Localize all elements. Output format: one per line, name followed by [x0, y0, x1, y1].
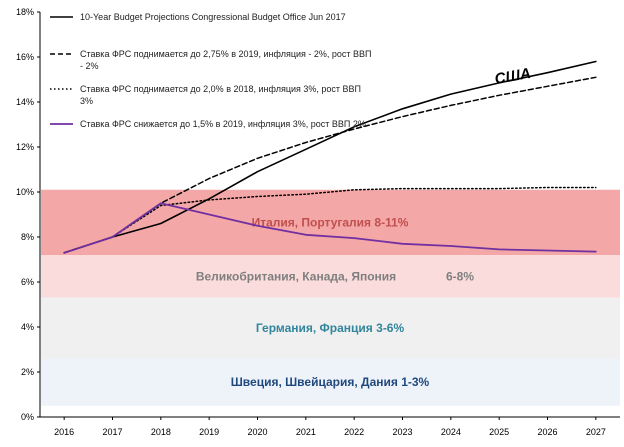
x-tick-label: 2019: [199, 427, 219, 437]
legend-label-1: Ставка ФРС поднимается до 2,75% в 2019, …: [80, 49, 372, 71]
y-tick-label: 14%: [16, 97, 34, 107]
y-tick-label: 12%: [16, 142, 34, 152]
band-label-1: Великобритания, Канада, Япония: [196, 269, 396, 283]
y-tick-label: 10%: [16, 187, 34, 197]
band-2: [41, 297, 620, 359]
x-tick-label: 2017: [102, 427, 122, 437]
x-tick-label: 2023: [392, 427, 412, 437]
y-tick-label: 6%: [21, 277, 34, 287]
series-line-3: [63, 202, 597, 254]
band-3: [41, 358, 620, 406]
x-tick-label: 2021: [296, 427, 316, 437]
x-tick-label: 2022: [344, 427, 364, 437]
series-line-0: [63, 60, 597, 254]
x-tick-label: 2027: [586, 427, 606, 437]
x-tick-label: 2026: [537, 427, 557, 437]
legend-label-2: Ставка ФРС поднимается до 2,0% в 2018, и…: [80, 84, 361, 106]
annotation-usa: США: [493, 65, 532, 88]
series-lines: [63, 60, 597, 254]
x-tick-label: 2024: [441, 427, 461, 437]
axes: 0% 2% 4% 6% 8% 10% 12% 14% 16% 18% 2016 2017 2018 201…: [16, 7, 620, 437]
x-tick-label: 2020: [247, 427, 267, 437]
band-label-0: Италия, Португалия 8-11%: [252, 215, 409, 229]
y-tick-label: 4%: [21, 322, 34, 332]
country-bands: [41, 189, 620, 406]
y-tick-label: 16%: [16, 52, 34, 62]
country-band-labels: Италия, Португалия 8-11% Великобритания, …: [196, 215, 475, 389]
band-1: [41, 255, 620, 298]
x-tick-label: 2016: [54, 427, 74, 437]
band-label-3: Швеция, Швейцария, Дания 1-3%: [231, 375, 430, 389]
y-tick-label: 0%: [21, 412, 34, 422]
legend-label-3: Ставка ФРС снижается до 1,5% в 2019, инф…: [80, 119, 366, 129]
y-tick-label: 18%: [16, 7, 34, 17]
x-tick-label: 2025: [489, 427, 509, 437]
series-line-2: [63, 186, 597, 254]
y-tick-label: 2%: [21, 367, 34, 377]
legend-label-0: 10-Year Budget Projections Congressional…: [80, 12, 346, 22]
x-tick-label: 2018: [151, 427, 171, 437]
band-0: [41, 189, 620, 255]
legend: 10-Year Budget Projections Congressional…: [50, 12, 372, 129]
band-label-2: Германия, Франция 3-6%: [256, 321, 405, 335]
annotations: США: [493, 65, 532, 88]
y-tick-label: 8%: [21, 232, 34, 242]
band-label-extra-1: 6-8%: [446, 269, 474, 283]
